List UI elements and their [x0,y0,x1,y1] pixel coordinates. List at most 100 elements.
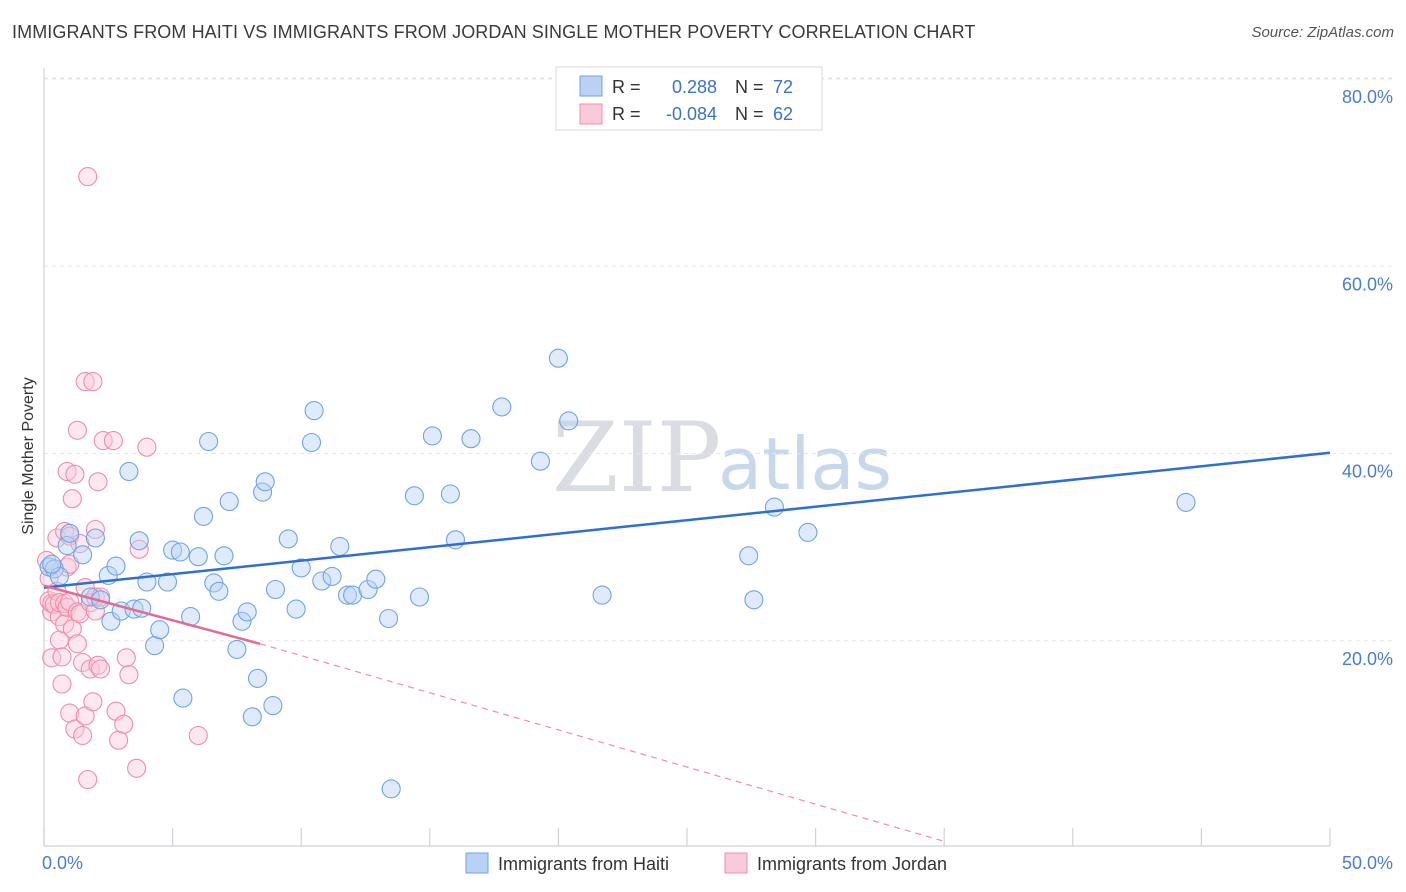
x-tick-label-max: 50.0% [1342,853,1393,873]
legend-n-label-haiti: N = [735,77,764,97]
haiti-point [242,707,262,727]
jordan-point [93,431,113,451]
legend-n-value-jordan: 62 [773,104,793,124]
correlation-legend: R = 0.288 N = 72 R = -0.084 N = 62 [555,66,823,131]
haiti-point [214,546,234,566]
haiti-point [106,556,126,576]
haiti-point [559,411,579,431]
x-tick-label-min: 0.0% [42,853,83,873]
haiti-point [193,506,214,526]
haiti-point [409,587,430,607]
haiti-point [157,572,178,592]
series-legend-swatch-jordan [724,852,748,874]
jordan-point [83,692,103,712]
haiti-point [381,779,401,799]
chart-title: IMMIGRANTS FROM HAITI VS IMMIGRANTS FROM… [12,22,976,42]
jordan-point [127,758,147,778]
haiti-point [422,426,442,446]
y-tick-labels: 20.0% 40.0% 60.0% 80.0% [1342,87,1393,669]
y-tick-label: 60.0% [1342,274,1393,294]
series-legend: Immigrants from Haiti Immigrants from Jo… [465,852,947,874]
jordan-point [83,372,103,392]
haiti-point [337,585,358,605]
jordan-point [57,461,77,482]
jordan-point [78,167,98,187]
haiti-point [145,636,165,656]
haiti-point [255,472,275,492]
haiti-point [440,484,460,504]
haiti-point [232,611,252,631]
haiti-point [265,579,286,600]
series-legend-label-haiti: Immigrants from Haiti [498,854,669,874]
legend-r-value-haiti: 0.288 [672,77,717,97]
y-tick-label: 80.0% [1342,87,1393,107]
haiti-point [73,545,93,565]
jordan-point [137,437,157,457]
haiti-point [199,431,219,452]
haiti-point [764,497,784,517]
jordan-point [52,674,72,694]
haiti-point [173,688,193,708]
jordan-point [91,659,111,679]
jordan-point [73,652,93,673]
haiti-point [101,611,121,631]
haiti-point [209,581,229,601]
haiti-point [798,522,818,542]
haiti-point [42,554,62,574]
jordan-point [62,489,82,509]
legend-swatch-jordan [579,103,603,125]
jordan-point [75,372,95,392]
haiti-point [291,558,311,578]
haiti-point [219,491,239,512]
source-note: Source: ZipAtlas.com [1251,24,1394,41]
haiti-trend-line [43,451,1331,589]
haiti-point [492,397,512,417]
series-legend-swatch-haiti [465,852,489,874]
legend-swatch-haiti [579,75,603,97]
jordan-point [52,647,72,667]
haiti-point [286,599,306,619]
series-jordan-points [37,167,208,790]
watermark-zip: ZIP [552,402,721,514]
haiti-point [85,528,105,548]
y-axis-label: Single Mother Poverty [20,377,37,534]
y-tick-label: 20.0% [1342,649,1393,669]
haiti-point [358,579,378,600]
haiti-point [263,696,283,716]
jordan-point [42,648,62,668]
gridlines [44,77,1393,642]
haiti-point [379,608,399,629]
legend-n-label-jordan: N = [735,104,764,124]
jordan-trend-extension [259,643,945,842]
trend-lines [43,451,1331,842]
haiti-point [170,542,190,562]
haiti-point [304,401,324,421]
jordan-point [65,464,85,484]
haiti-point [322,566,342,586]
jordan-point [88,655,108,675]
jordan-point [67,634,87,654]
legend-r-label-jordan: R = [612,104,641,124]
jordan-point [109,730,129,750]
haiti-point [227,639,247,659]
legend-r-value-jordan: -0.084 [666,104,717,124]
series-legend-label-jordan: Immigrants from Jordan [757,854,947,874]
haiti-point [129,531,149,551]
haiti-point [744,590,764,610]
jordan-point [116,648,136,668]
jordan-point [60,703,80,723]
haiti-point [461,429,481,449]
x-axis-ticks [43,828,1331,846]
haiti-point [188,547,208,567]
jordan-point [129,539,149,559]
jordan-point [78,769,98,790]
haiti-point [60,523,80,543]
haiti-point [366,569,386,589]
jordan-point [65,719,85,739]
legend-n-value-haiti: 72 [773,77,793,97]
watermark-atlas: atlas [718,422,892,506]
haiti-point [57,535,77,556]
haiti-point [163,540,183,560]
jordan-point [67,420,87,440]
